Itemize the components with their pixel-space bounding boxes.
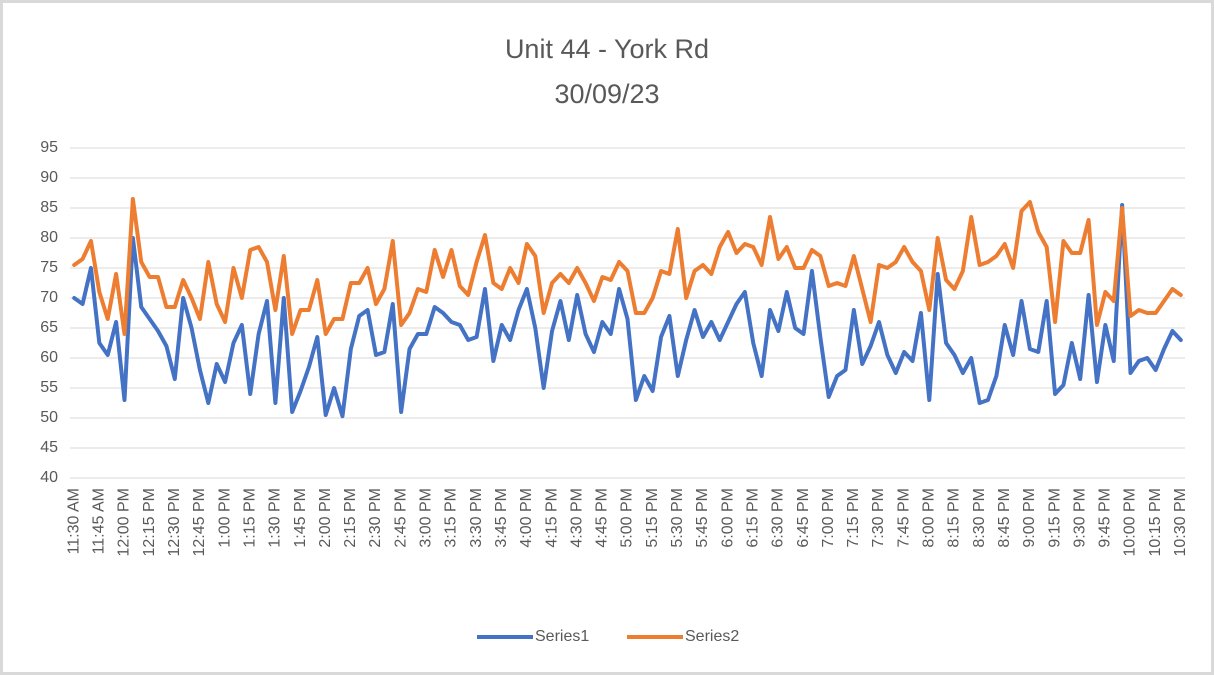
x-tick-label: 3:15 PM bbox=[443, 488, 460, 548]
x-tick-label: 3:45 PM bbox=[493, 488, 510, 548]
y-tick-label: 75 bbox=[40, 259, 58, 276]
x-tick-label: 10:15 PM bbox=[1147, 488, 1164, 556]
series-line bbox=[72, 197, 1183, 336]
x-tick-label: 8:15 PM bbox=[946, 488, 963, 548]
x-tick-label: 5:00 PM bbox=[619, 488, 636, 548]
x-tick-label: 10:30 PM bbox=[1172, 488, 1189, 556]
y-tick-label: 90 bbox=[40, 169, 58, 186]
x-tick-label: 2:00 PM bbox=[317, 488, 334, 548]
x-tick-label: 6:00 PM bbox=[719, 488, 736, 548]
x-tick-label: 8:00 PM bbox=[921, 488, 938, 548]
x-tick-label: 12:45 PM bbox=[191, 488, 208, 556]
y-tick-label: 95 bbox=[40, 139, 58, 156]
x-tick-label: 2:15 PM bbox=[342, 488, 359, 548]
x-tick-label: 9:00 PM bbox=[1021, 488, 1038, 548]
x-tick-label: 4:15 PM bbox=[543, 488, 560, 548]
x-tick-label: 3:00 PM bbox=[418, 488, 435, 548]
series-line bbox=[72, 203, 1183, 419]
y-tick-label: 55 bbox=[40, 379, 58, 396]
x-tick-label: 9:30 PM bbox=[1071, 488, 1088, 548]
x-tick-label: 5:30 PM bbox=[669, 488, 686, 548]
y-tick-label: 65 bbox=[40, 319, 58, 336]
x-tick-label: 8:30 PM bbox=[971, 488, 988, 548]
x-tick-label: 1:15 PM bbox=[241, 488, 258, 548]
x-tick-label: 6:15 PM bbox=[744, 488, 761, 548]
legend-label: Series1 bbox=[535, 628, 589, 645]
y-tick-label: 40 bbox=[40, 469, 58, 486]
x-tick-label: 6:30 PM bbox=[770, 488, 787, 548]
x-tick-label: 12:00 PM bbox=[116, 488, 133, 556]
x-tick-label: 4:45 PM bbox=[594, 488, 611, 548]
y-tick-label: 80 bbox=[40, 229, 58, 246]
x-tick-label: 11:45 AM bbox=[91, 488, 108, 554]
x-tick-label: 5:45 PM bbox=[694, 488, 711, 548]
y-tick-label: 60 bbox=[40, 349, 58, 366]
x-tick-label: 1:30 PM bbox=[267, 488, 284, 548]
x-tick-label: 7:00 PM bbox=[820, 488, 837, 548]
x-tick-label: 3:30 PM bbox=[468, 488, 485, 548]
x-tick-label: 7:30 PM bbox=[870, 488, 887, 548]
x-tick-label: 5:15 PM bbox=[644, 488, 661, 548]
legend-label: Series2 bbox=[685, 628, 739, 645]
y-tick-label: 85 bbox=[40, 199, 58, 216]
x-tick-label: 6:45 PM bbox=[795, 488, 812, 548]
x-tick-label: 12:15 PM bbox=[141, 488, 158, 556]
x-tick-label: 12:30 PM bbox=[166, 488, 183, 556]
x-tick-label: 2:45 PM bbox=[392, 488, 409, 548]
x-tick-label: 1:00 PM bbox=[216, 488, 233, 548]
x-tick-label: 1:45 PM bbox=[292, 488, 309, 548]
x-tick-label: 10:00 PM bbox=[1122, 488, 1139, 556]
x-tick-label: 7:45 PM bbox=[895, 488, 912, 548]
x-tick-label: 9:15 PM bbox=[1046, 488, 1063, 548]
y-tick-label: 45 bbox=[40, 439, 58, 456]
x-tick-label: 8:45 PM bbox=[996, 488, 1013, 548]
x-tick-label: 4:00 PM bbox=[518, 488, 535, 548]
chart-title: Unit 44 - York Rd bbox=[505, 34, 709, 64]
x-tick-label: 2:30 PM bbox=[367, 488, 384, 548]
x-tick-label: 7:15 PM bbox=[845, 488, 862, 548]
y-tick-label: 50 bbox=[40, 409, 58, 426]
chart-subtitle: 30/09/23 bbox=[554, 79, 659, 109]
x-tick-label: 11:30 AM bbox=[65, 488, 82, 554]
y-tick-label: 70 bbox=[40, 289, 58, 306]
x-tick-label: 4:30 PM bbox=[568, 488, 585, 548]
x-tick-label: 9:45 PM bbox=[1097, 488, 1114, 548]
